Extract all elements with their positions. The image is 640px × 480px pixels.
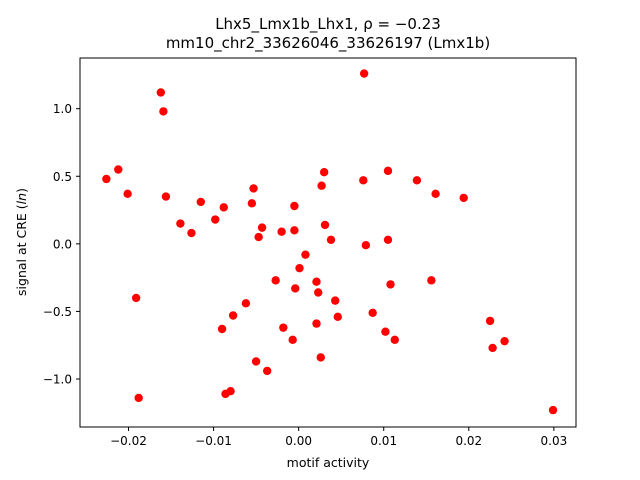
y-axis-label-unit: ln (14, 193, 29, 204)
data-point (548, 405, 558, 415)
data-point (359, 176, 368, 185)
data-point (114, 165, 123, 174)
data-point (412, 176, 422, 185)
data-point (288, 335, 297, 345)
data-point (156, 88, 166, 97)
data-point (316, 353, 325, 362)
data-point (488, 343, 497, 353)
data-point (368, 308, 377, 317)
data-point (228, 311, 238, 320)
y-axis-ticks: −1.0 −0.5 0.0 0.5 1.0 (43, 102, 80, 387)
data-point (290, 226, 299, 235)
x-tick-label: 0.03 (541, 434, 568, 448)
data-point (247, 199, 257, 208)
data-point (314, 288, 323, 297)
data-point (361, 241, 371, 250)
data-point (431, 189, 440, 199)
data-point (131, 293, 141, 303)
y-tick-label: 0.5 (53, 170, 72, 184)
data-point (383, 166, 393, 176)
data-point (262, 366, 272, 376)
data-point (217, 324, 227, 334)
data-point (251, 357, 261, 366)
data-point (390, 335, 399, 345)
x-axis-ticks: −0.02 −0.01 0.00 0.01 0.02 0.03 (110, 427, 567, 448)
data-point (331, 296, 340, 305)
x-tick-label: −0.01 (195, 434, 232, 448)
data-point (359, 69, 369, 78)
data-point (102, 174, 111, 184)
data-point (241, 299, 251, 308)
data-point (249, 184, 258, 193)
data-point (326, 235, 336, 244)
data-point (459, 193, 468, 203)
data-point (386, 280, 395, 289)
data-point (219, 203, 228, 212)
data-point (317, 181, 326, 190)
data-point (291, 284, 300, 293)
chart-title-line1: Lhx5_Lmx1b_Lhx1, ρ = −0.23 (215, 15, 441, 34)
x-tick-label: 0.01 (370, 434, 397, 448)
data-point (123, 189, 132, 199)
data-point (320, 220, 330, 230)
data-point (279, 323, 288, 332)
data-point (196, 197, 206, 207)
data-point (383, 235, 393, 244)
y-axis-label: signal at CRE (ln) (14, 188, 29, 296)
data-point (254, 232, 263, 242)
data-point (226, 386, 235, 396)
data-point (500, 336, 509, 346)
data-point (312, 319, 321, 328)
y-tick-label: −1.0 (43, 373, 72, 387)
y-tick-label: 1.0 (53, 102, 72, 116)
data-point (295, 263, 304, 273)
data-point (301, 250, 310, 259)
data-point (211, 215, 220, 224)
data-point (427, 276, 436, 285)
data-point (333, 312, 342, 322)
y-tick-label: 0.0 (53, 237, 72, 251)
data-point (187, 228, 196, 238)
x-tick-label: 0.00 (285, 434, 312, 448)
plot-frame (79, 57, 577, 428)
data-point (176, 219, 185, 228)
x-tick-label: 0.02 (455, 434, 482, 448)
data-points (102, 69, 558, 415)
data-point (290, 201, 299, 211)
data-point (257, 223, 267, 232)
data-point (159, 107, 168, 116)
data-point (319, 168, 329, 177)
data-point (134, 393, 143, 403)
chart-title-line2: mm10_chr2_33626046_33626197 (Lmx1b) (166, 34, 490, 53)
data-point (277, 227, 286, 236)
data-point (485, 316, 495, 326)
y-tick-label: −0.5 (43, 305, 72, 319)
data-point (161, 192, 171, 201)
x-axis-label: motif activity (287, 455, 370, 470)
data-point (312, 277, 321, 286)
x-tick-label: −0.02 (110, 434, 147, 448)
data-point (271, 276, 280, 285)
data-point (381, 327, 390, 336)
